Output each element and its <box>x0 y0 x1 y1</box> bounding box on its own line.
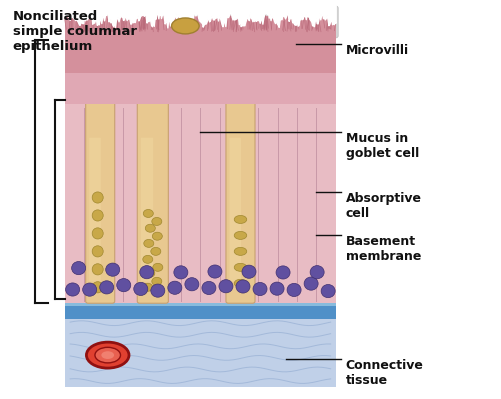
Bar <box>65 96 336 303</box>
Ellipse shape <box>236 280 250 293</box>
Bar <box>65 303 336 319</box>
Ellipse shape <box>151 284 165 297</box>
Ellipse shape <box>117 279 131 292</box>
Ellipse shape <box>171 18 199 34</box>
Ellipse shape <box>310 266 324 279</box>
Ellipse shape <box>92 264 103 275</box>
Ellipse shape <box>234 247 246 255</box>
Ellipse shape <box>253 282 267 296</box>
Ellipse shape <box>143 255 153 263</box>
Ellipse shape <box>87 342 129 368</box>
Ellipse shape <box>92 246 103 257</box>
Ellipse shape <box>145 224 155 232</box>
Bar <box>65 319 336 387</box>
Ellipse shape <box>202 281 216 294</box>
Ellipse shape <box>83 283 97 296</box>
Ellipse shape <box>152 232 162 240</box>
FancyBboxPatch shape <box>141 138 153 282</box>
Ellipse shape <box>72 261 86 275</box>
Ellipse shape <box>92 192 103 203</box>
FancyBboxPatch shape <box>89 138 101 282</box>
FancyBboxPatch shape <box>86 96 115 303</box>
Ellipse shape <box>152 217 162 225</box>
Bar <box>65 303 336 306</box>
FancyBboxPatch shape <box>229 138 241 282</box>
Ellipse shape <box>234 231 246 239</box>
Ellipse shape <box>100 281 114 294</box>
FancyBboxPatch shape <box>163 6 338 38</box>
Ellipse shape <box>219 280 233 293</box>
Ellipse shape <box>144 239 154 247</box>
Ellipse shape <box>92 282 103 293</box>
Ellipse shape <box>152 277 162 285</box>
Ellipse shape <box>151 247 161 255</box>
Text: Connective
tissue: Connective tissue <box>346 359 423 387</box>
Text: Absorptive
cell: Absorptive cell <box>346 192 422 219</box>
Ellipse shape <box>143 209 153 217</box>
Bar <box>65 16 336 104</box>
Ellipse shape <box>101 351 114 359</box>
FancyBboxPatch shape <box>226 96 255 303</box>
Ellipse shape <box>92 228 103 239</box>
Ellipse shape <box>145 269 155 277</box>
Ellipse shape <box>95 347 121 363</box>
Ellipse shape <box>304 277 318 290</box>
Ellipse shape <box>242 265 256 279</box>
Ellipse shape <box>66 283 80 296</box>
Ellipse shape <box>168 281 182 294</box>
Ellipse shape <box>106 263 120 276</box>
Ellipse shape <box>270 282 284 295</box>
Text: Mucus in
goblet cell: Mucus in goblet cell <box>346 132 419 160</box>
Bar <box>65 73 336 104</box>
Ellipse shape <box>234 279 246 287</box>
Ellipse shape <box>276 266 290 279</box>
Text: Nonciliated
simple columnar
epithelium: Nonciliated simple columnar epithelium <box>13 10 137 53</box>
Ellipse shape <box>134 282 148 296</box>
Ellipse shape <box>234 215 246 223</box>
Ellipse shape <box>140 266 154 279</box>
FancyBboxPatch shape <box>137 96 168 303</box>
Ellipse shape <box>321 284 335 298</box>
Ellipse shape <box>185 278 199 291</box>
Ellipse shape <box>92 210 103 221</box>
Text: Microvilli: Microvilli <box>346 44 409 57</box>
Ellipse shape <box>234 263 246 271</box>
Ellipse shape <box>208 265 222 278</box>
Ellipse shape <box>153 263 163 271</box>
Ellipse shape <box>143 283 153 291</box>
Ellipse shape <box>174 266 188 279</box>
Text: Basement
membrane: Basement membrane <box>346 235 421 263</box>
Ellipse shape <box>287 283 301 296</box>
